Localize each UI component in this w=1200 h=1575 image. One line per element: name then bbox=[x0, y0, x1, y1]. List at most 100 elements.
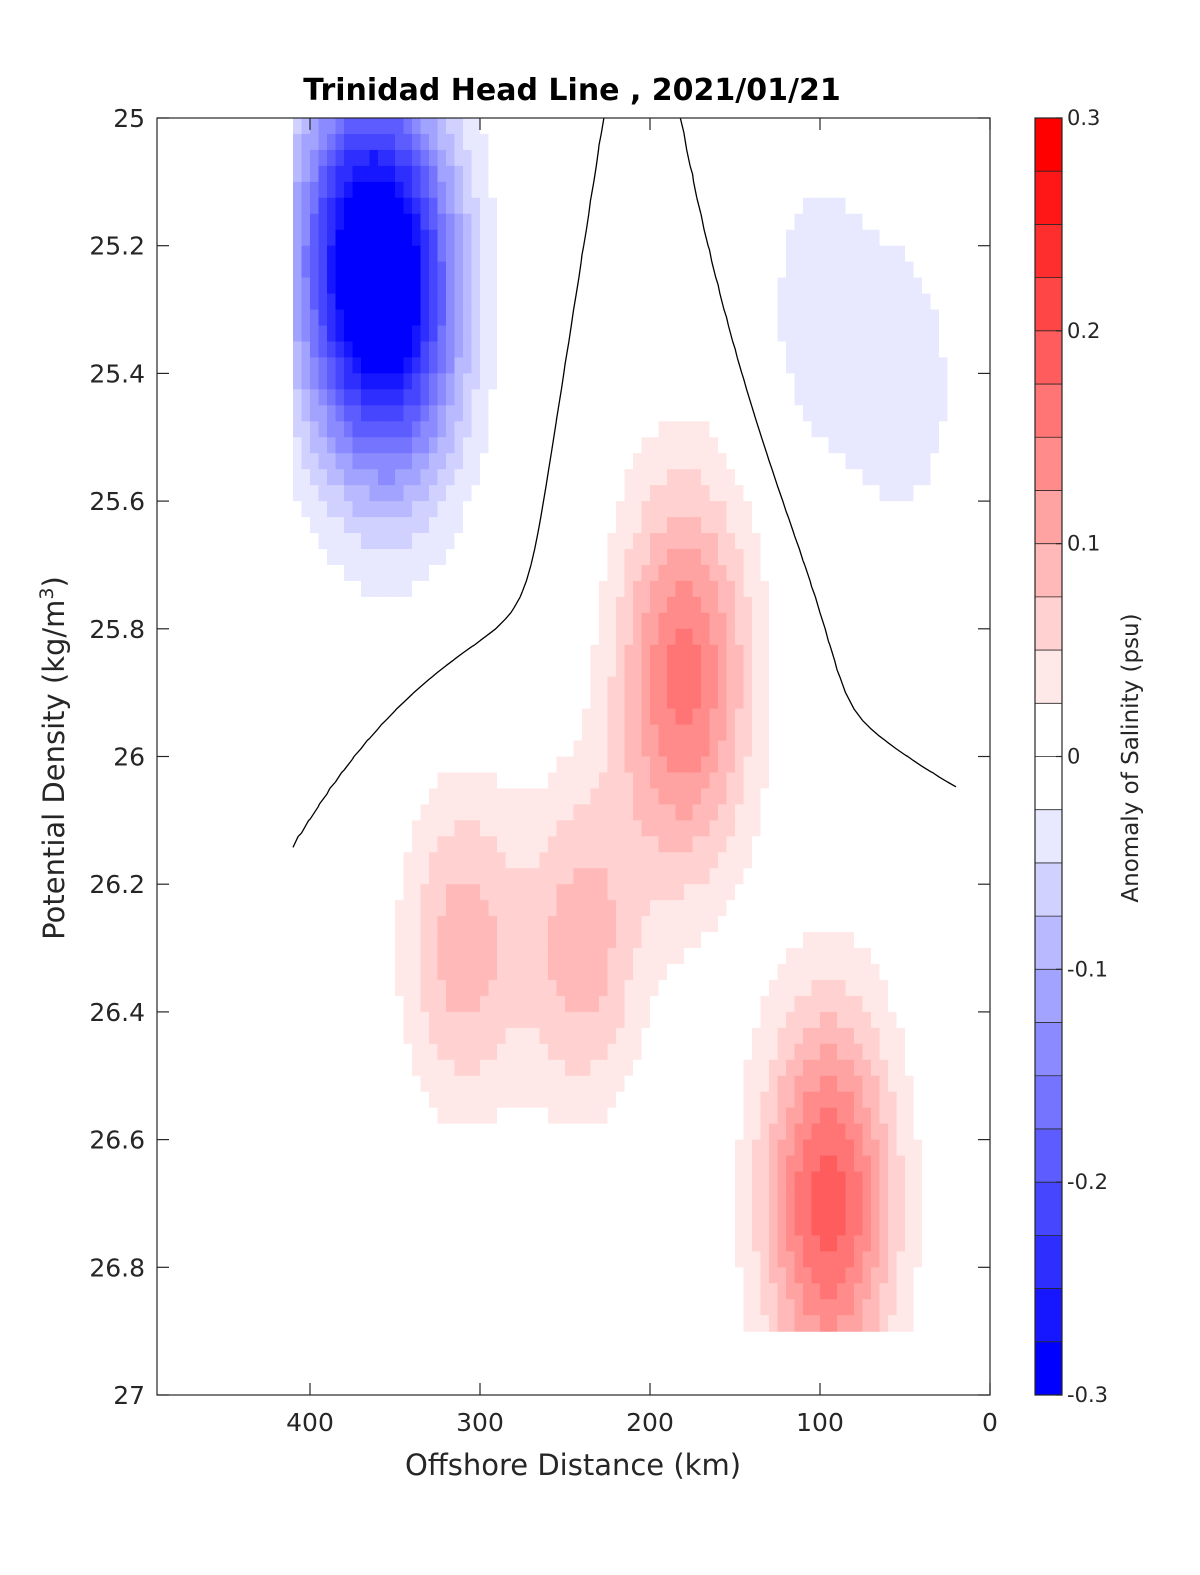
field-cell bbox=[420, 405, 430, 422]
field-cell bbox=[871, 580, 881, 598]
field-cell bbox=[293, 1043, 303, 1061]
field-cell bbox=[658, 564, 668, 582]
field-cell bbox=[599, 852, 609, 869]
field-cell bbox=[548, 229, 558, 247]
field-cell bbox=[531, 325, 541, 343]
field-cell bbox=[497, 357, 507, 374]
field-cell bbox=[684, 756, 694, 774]
field-cell bbox=[616, 357, 626, 374]
field-cell bbox=[828, 118, 838, 135]
field-cell bbox=[293, 405, 303, 422]
field-cell bbox=[769, 485, 779, 502]
field-cell bbox=[624, 596, 634, 614]
field-cell bbox=[395, 724, 405, 742]
field-cell bbox=[794, 740, 804, 758]
field-cell bbox=[769, 820, 779, 837]
field-cell bbox=[318, 612, 328, 630]
field-cell bbox=[726, 453, 736, 470]
field-cell bbox=[327, 325, 337, 343]
field-cell bbox=[752, 1107, 762, 1125]
field-cell bbox=[692, 900, 702, 917]
field-cell bbox=[871, 932, 881, 949]
field-cell bbox=[539, 1075, 549, 1093]
field-cell bbox=[913, 261, 923, 279]
field-cell bbox=[871, 979, 881, 997]
field-cell bbox=[794, 133, 804, 151]
field-cell bbox=[879, 485, 889, 502]
field-cell bbox=[471, 277, 481, 295]
field-cell bbox=[616, 884, 626, 901]
field-cell bbox=[548, 421, 558, 438]
field-cell bbox=[454, 884, 464, 901]
field-cell bbox=[769, 1059, 779, 1077]
field-cell bbox=[573, 995, 583, 1013]
field-cell bbox=[726, 820, 736, 837]
field-cell bbox=[939, 1075, 949, 1093]
field-cell bbox=[395, 1059, 405, 1077]
field-cell bbox=[726, 868, 736, 885]
field-cell bbox=[412, 820, 422, 837]
field-cell bbox=[429, 1027, 439, 1045]
field-cell bbox=[888, 341, 898, 359]
field-cell bbox=[854, 772, 864, 790]
field-cell bbox=[573, 517, 583, 534]
field-cell bbox=[718, 852, 728, 869]
field-cell bbox=[760, 804, 770, 821]
field-cell bbox=[684, 1091, 694, 1109]
field-cell bbox=[420, 261, 430, 279]
field-cell bbox=[879, 948, 889, 965]
field-cell bbox=[429, 1123, 439, 1141]
field-cell bbox=[803, 453, 813, 470]
field-cell bbox=[590, 485, 600, 502]
field-cell bbox=[548, 868, 558, 885]
field-cell bbox=[930, 932, 940, 949]
field-cell bbox=[896, 277, 906, 295]
field-cell bbox=[947, 995, 957, 1013]
field-cell bbox=[318, 852, 328, 869]
field-cell bbox=[361, 708, 371, 726]
field-cell bbox=[743, 900, 753, 917]
field-cell bbox=[769, 596, 779, 614]
field-cell bbox=[582, 564, 592, 582]
field-cell bbox=[437, 884, 447, 901]
field-cell bbox=[412, 964, 422, 981]
field-cell bbox=[344, 820, 354, 837]
field-cell bbox=[658, 373, 668, 390]
field-cell bbox=[480, 533, 490, 550]
field-cell bbox=[837, 309, 847, 327]
field-cell bbox=[488, 181, 498, 199]
field-cell bbox=[565, 293, 575, 311]
field-cell bbox=[624, 389, 634, 406]
field-cell bbox=[905, 1091, 915, 1109]
field-cell bbox=[726, 1011, 736, 1029]
field-cell bbox=[905, 293, 915, 311]
field-cell bbox=[828, 756, 838, 774]
field-cell bbox=[913, 1043, 923, 1061]
field-cell bbox=[633, 469, 643, 486]
field-cell bbox=[403, 916, 413, 933]
field-cell bbox=[454, 932, 464, 949]
field-cell bbox=[760, 197, 770, 215]
field-cell bbox=[675, 118, 685, 135]
field-cell bbox=[480, 165, 490, 183]
field-cell bbox=[463, 133, 473, 151]
field-cell bbox=[386, 453, 396, 470]
field-cell bbox=[293, 229, 303, 247]
field-cell bbox=[539, 772, 549, 790]
field-cell bbox=[896, 517, 906, 534]
field-cell bbox=[930, 1043, 940, 1061]
field-cell bbox=[675, 612, 685, 630]
field-cell bbox=[429, 724, 439, 742]
field-cell bbox=[701, 181, 711, 199]
field-cell bbox=[667, 884, 677, 901]
field-cell bbox=[930, 740, 940, 758]
field-cell bbox=[879, 740, 889, 758]
field-cell bbox=[777, 916, 787, 933]
field-cell bbox=[922, 564, 932, 582]
field-cell bbox=[684, 1011, 694, 1029]
field-cell bbox=[684, 1075, 694, 1093]
field-cell bbox=[794, 469, 804, 486]
field-cell bbox=[437, 900, 447, 917]
field-cell bbox=[658, 900, 668, 917]
field-cell bbox=[743, 836, 753, 853]
